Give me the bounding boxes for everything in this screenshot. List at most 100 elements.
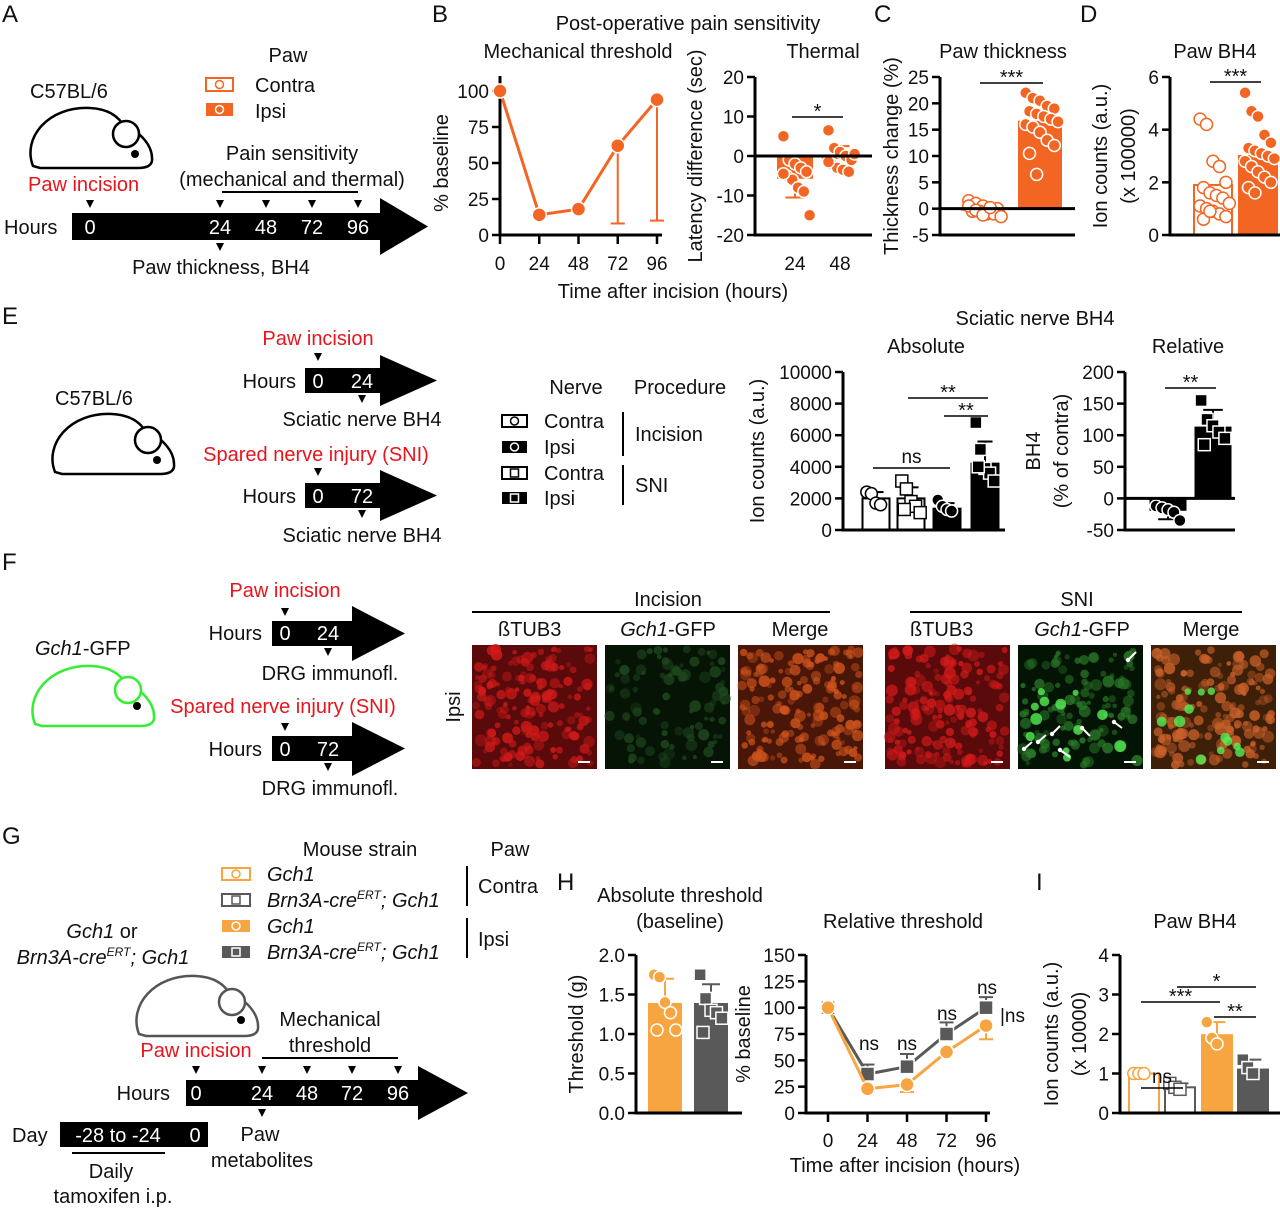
gfp-cell bbox=[1039, 696, 1050, 707]
cell-dot bbox=[1204, 732, 1213, 741]
cell-dot bbox=[496, 689, 506, 700]
y-tick-label: -5 bbox=[912, 226, 929, 247]
channel-label: Merge bbox=[1183, 619, 1240, 641]
cell-dot bbox=[1074, 657, 1081, 664]
cell-dot bbox=[632, 686, 638, 693]
cell-dot bbox=[956, 749, 963, 755]
chart-title: Relative threshold bbox=[823, 911, 983, 933]
cell-dot bbox=[775, 738, 784, 747]
cell-dot bbox=[706, 650, 711, 655]
cell-dot bbox=[746, 678, 757, 689]
cell-dot bbox=[586, 706, 591, 711]
cell-dot bbox=[760, 721, 767, 728]
timepoint-marker bbox=[314, 353, 322, 361]
data-point bbox=[913, 505, 927, 520]
timeline-tick: 0 bbox=[279, 739, 290, 761]
cell-dot bbox=[806, 712, 812, 717]
cell-dot bbox=[739, 699, 751, 711]
cell-dot bbox=[525, 705, 531, 711]
cell-dot bbox=[508, 762, 513, 767]
cell-dot bbox=[483, 696, 494, 707]
cell-dot bbox=[830, 677, 836, 682]
y-axis-label: Threshold (g) bbox=[566, 975, 588, 1094]
day-zero: 0 bbox=[189, 1125, 200, 1147]
chart-e-5: -50 0 50 100 150 200 BH4 (% of contra) Relative *… bbox=[1023, 336, 1235, 542]
timepoint-marker bbox=[262, 200, 270, 208]
gfp-cell bbox=[1233, 742, 1241, 751]
cell-dot bbox=[1131, 755, 1143, 767]
cell-dot bbox=[933, 668, 939, 674]
cell-dot bbox=[817, 734, 829, 746]
legend-item: Contra bbox=[544, 463, 605, 485]
cell-dot bbox=[707, 740, 715, 749]
cell-dot bbox=[1051, 751, 1058, 758]
cell-dot bbox=[1253, 726, 1265, 739]
y-tick-label: 1.5 bbox=[599, 986, 625, 1007]
cell-dot bbox=[1081, 757, 1091, 766]
cell-dot bbox=[709, 666, 721, 678]
cell-dot bbox=[1076, 718, 1082, 725]
cell-dot bbox=[989, 730, 997, 739]
cell-dot bbox=[663, 748, 675, 760]
chart-title: Absolute threshold bbox=[597, 885, 763, 907]
legend-contra: Contra bbox=[255, 75, 316, 97]
cell-dot bbox=[1168, 653, 1181, 666]
cell-dot bbox=[1088, 692, 1095, 699]
cell-dot bbox=[501, 671, 512, 682]
cell-dot bbox=[556, 746, 563, 754]
y-tick-label: -50 bbox=[1087, 521, 1114, 542]
cell-dot bbox=[692, 754, 697, 760]
timeline-tick: 24 bbox=[209, 217, 231, 239]
timepoint-marker bbox=[216, 243, 224, 251]
channel-label: Gch1-GFP bbox=[620, 619, 716, 641]
cell-dot bbox=[1189, 741, 1196, 749]
timeline-arrow bbox=[72, 198, 428, 255]
legend-swatch bbox=[222, 920, 250, 932]
cell-dot bbox=[635, 664, 647, 676]
cell-dot bbox=[978, 651, 985, 659]
cell-dot bbox=[806, 649, 815, 658]
y-tick-label: -20 bbox=[717, 226, 744, 247]
cell-dot bbox=[964, 754, 976, 766]
cell-dot bbox=[641, 670, 646, 675]
cell-dot bbox=[1255, 685, 1261, 691]
cell-dot bbox=[663, 673, 675, 685]
cell-dot bbox=[1189, 722, 1195, 728]
cell-dot bbox=[1050, 658, 1061, 669]
cell-dot bbox=[1211, 717, 1224, 730]
cell-dot bbox=[563, 676, 573, 687]
y-tick-label: 100 bbox=[1082, 426, 1114, 447]
cell-dot bbox=[608, 685, 614, 692]
cell-dot bbox=[839, 680, 845, 686]
cell-dot bbox=[694, 721, 703, 730]
legend-swatch bbox=[502, 492, 527, 504]
data-point bbox=[1210, 1037, 1224, 1051]
cell-dot bbox=[842, 649, 850, 656]
cell-dot bbox=[746, 733, 756, 743]
cell-dot bbox=[1101, 704, 1107, 710]
cell-dot bbox=[739, 648, 748, 657]
x-tick-label: 48 bbox=[829, 254, 850, 275]
timeline-arrow bbox=[272, 621, 354, 646]
cell-dot bbox=[1064, 674, 1074, 684]
cell-dot bbox=[1088, 652, 1099, 663]
channel-label: Merge bbox=[772, 619, 829, 641]
cell-dot bbox=[685, 739, 698, 752]
cell-dot bbox=[584, 653, 596, 664]
cell-dot bbox=[581, 678, 593, 690]
data-point bbox=[971, 460, 985, 474]
arrow-head bbox=[1111, 719, 1117, 725]
cell-dot bbox=[1194, 649, 1202, 656]
gfp-cell bbox=[1222, 736, 1233, 746]
cell-dot bbox=[851, 662, 860, 672]
cell-dot bbox=[1156, 702, 1166, 711]
y-axis-label: Ion counts (a.u.) bbox=[1090, 84, 1112, 229]
cell-dot bbox=[891, 650, 900, 659]
cell-dot bbox=[682, 645, 691, 654]
cell-dot bbox=[1259, 649, 1269, 659]
cell-dot bbox=[966, 690, 972, 696]
cell-dot bbox=[1047, 706, 1055, 713]
arrow-head bbox=[1035, 739, 1041, 745]
chart-title: Paw BH4 bbox=[1153, 911, 1236, 933]
